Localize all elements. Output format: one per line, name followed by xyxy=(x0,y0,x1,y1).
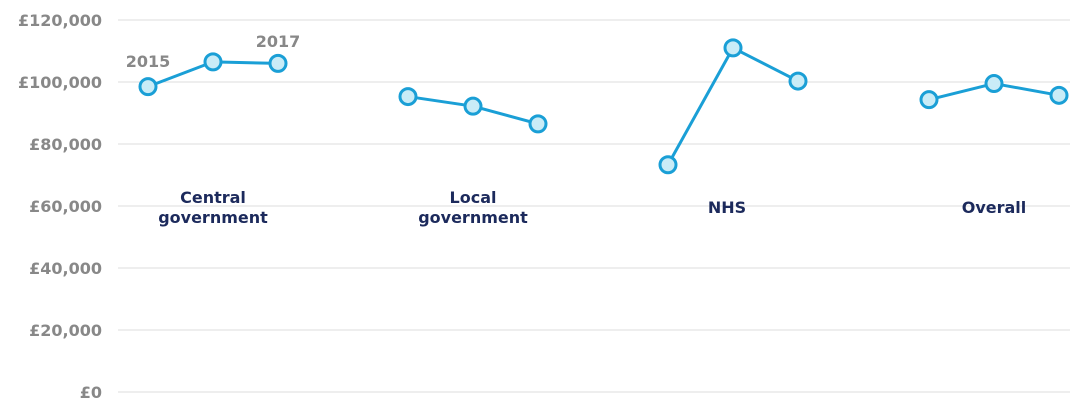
data-point xyxy=(919,90,939,110)
data-point xyxy=(723,38,743,58)
data-point xyxy=(463,96,483,116)
y-tick-label: £120,000 xyxy=(18,11,102,30)
y-tick-label: £100,000 xyxy=(18,73,102,92)
group-label: Central xyxy=(180,188,246,207)
group-label: government xyxy=(418,208,528,227)
data-point xyxy=(398,87,418,107)
group-label: Local xyxy=(450,188,497,207)
year-annotation-first: 2015 xyxy=(126,52,171,71)
data-point xyxy=(1049,85,1069,105)
group-label: NHS xyxy=(708,198,746,217)
data-point xyxy=(528,114,548,134)
group-label: government xyxy=(158,208,268,227)
y-tick-label: £80,000 xyxy=(29,135,102,154)
y-tick-label: £20,000 xyxy=(29,321,102,340)
data-point xyxy=(658,155,678,175)
series-group xyxy=(138,38,1069,175)
year-annotations: 2015 2017 xyxy=(126,32,301,71)
series-line xyxy=(666,46,799,166)
y-axis-tick-labels: £0 £20,000 £40,000 £60,000 £80,000 £100,000 £1… xyxy=(18,11,102,402)
y-tick-label: £60,000 xyxy=(29,197,102,216)
year-annotation-last: 2017 xyxy=(256,32,301,51)
grid-lines xyxy=(118,19,1070,393)
group-label: Overall xyxy=(962,198,1027,217)
y-tick-label: £0 xyxy=(80,383,102,402)
data-point xyxy=(984,74,1004,94)
data-point xyxy=(203,52,223,72)
data-point xyxy=(138,77,158,97)
data-point xyxy=(268,53,288,73)
data-point xyxy=(788,71,808,91)
y-tick-label: £40,000 xyxy=(29,259,102,278)
